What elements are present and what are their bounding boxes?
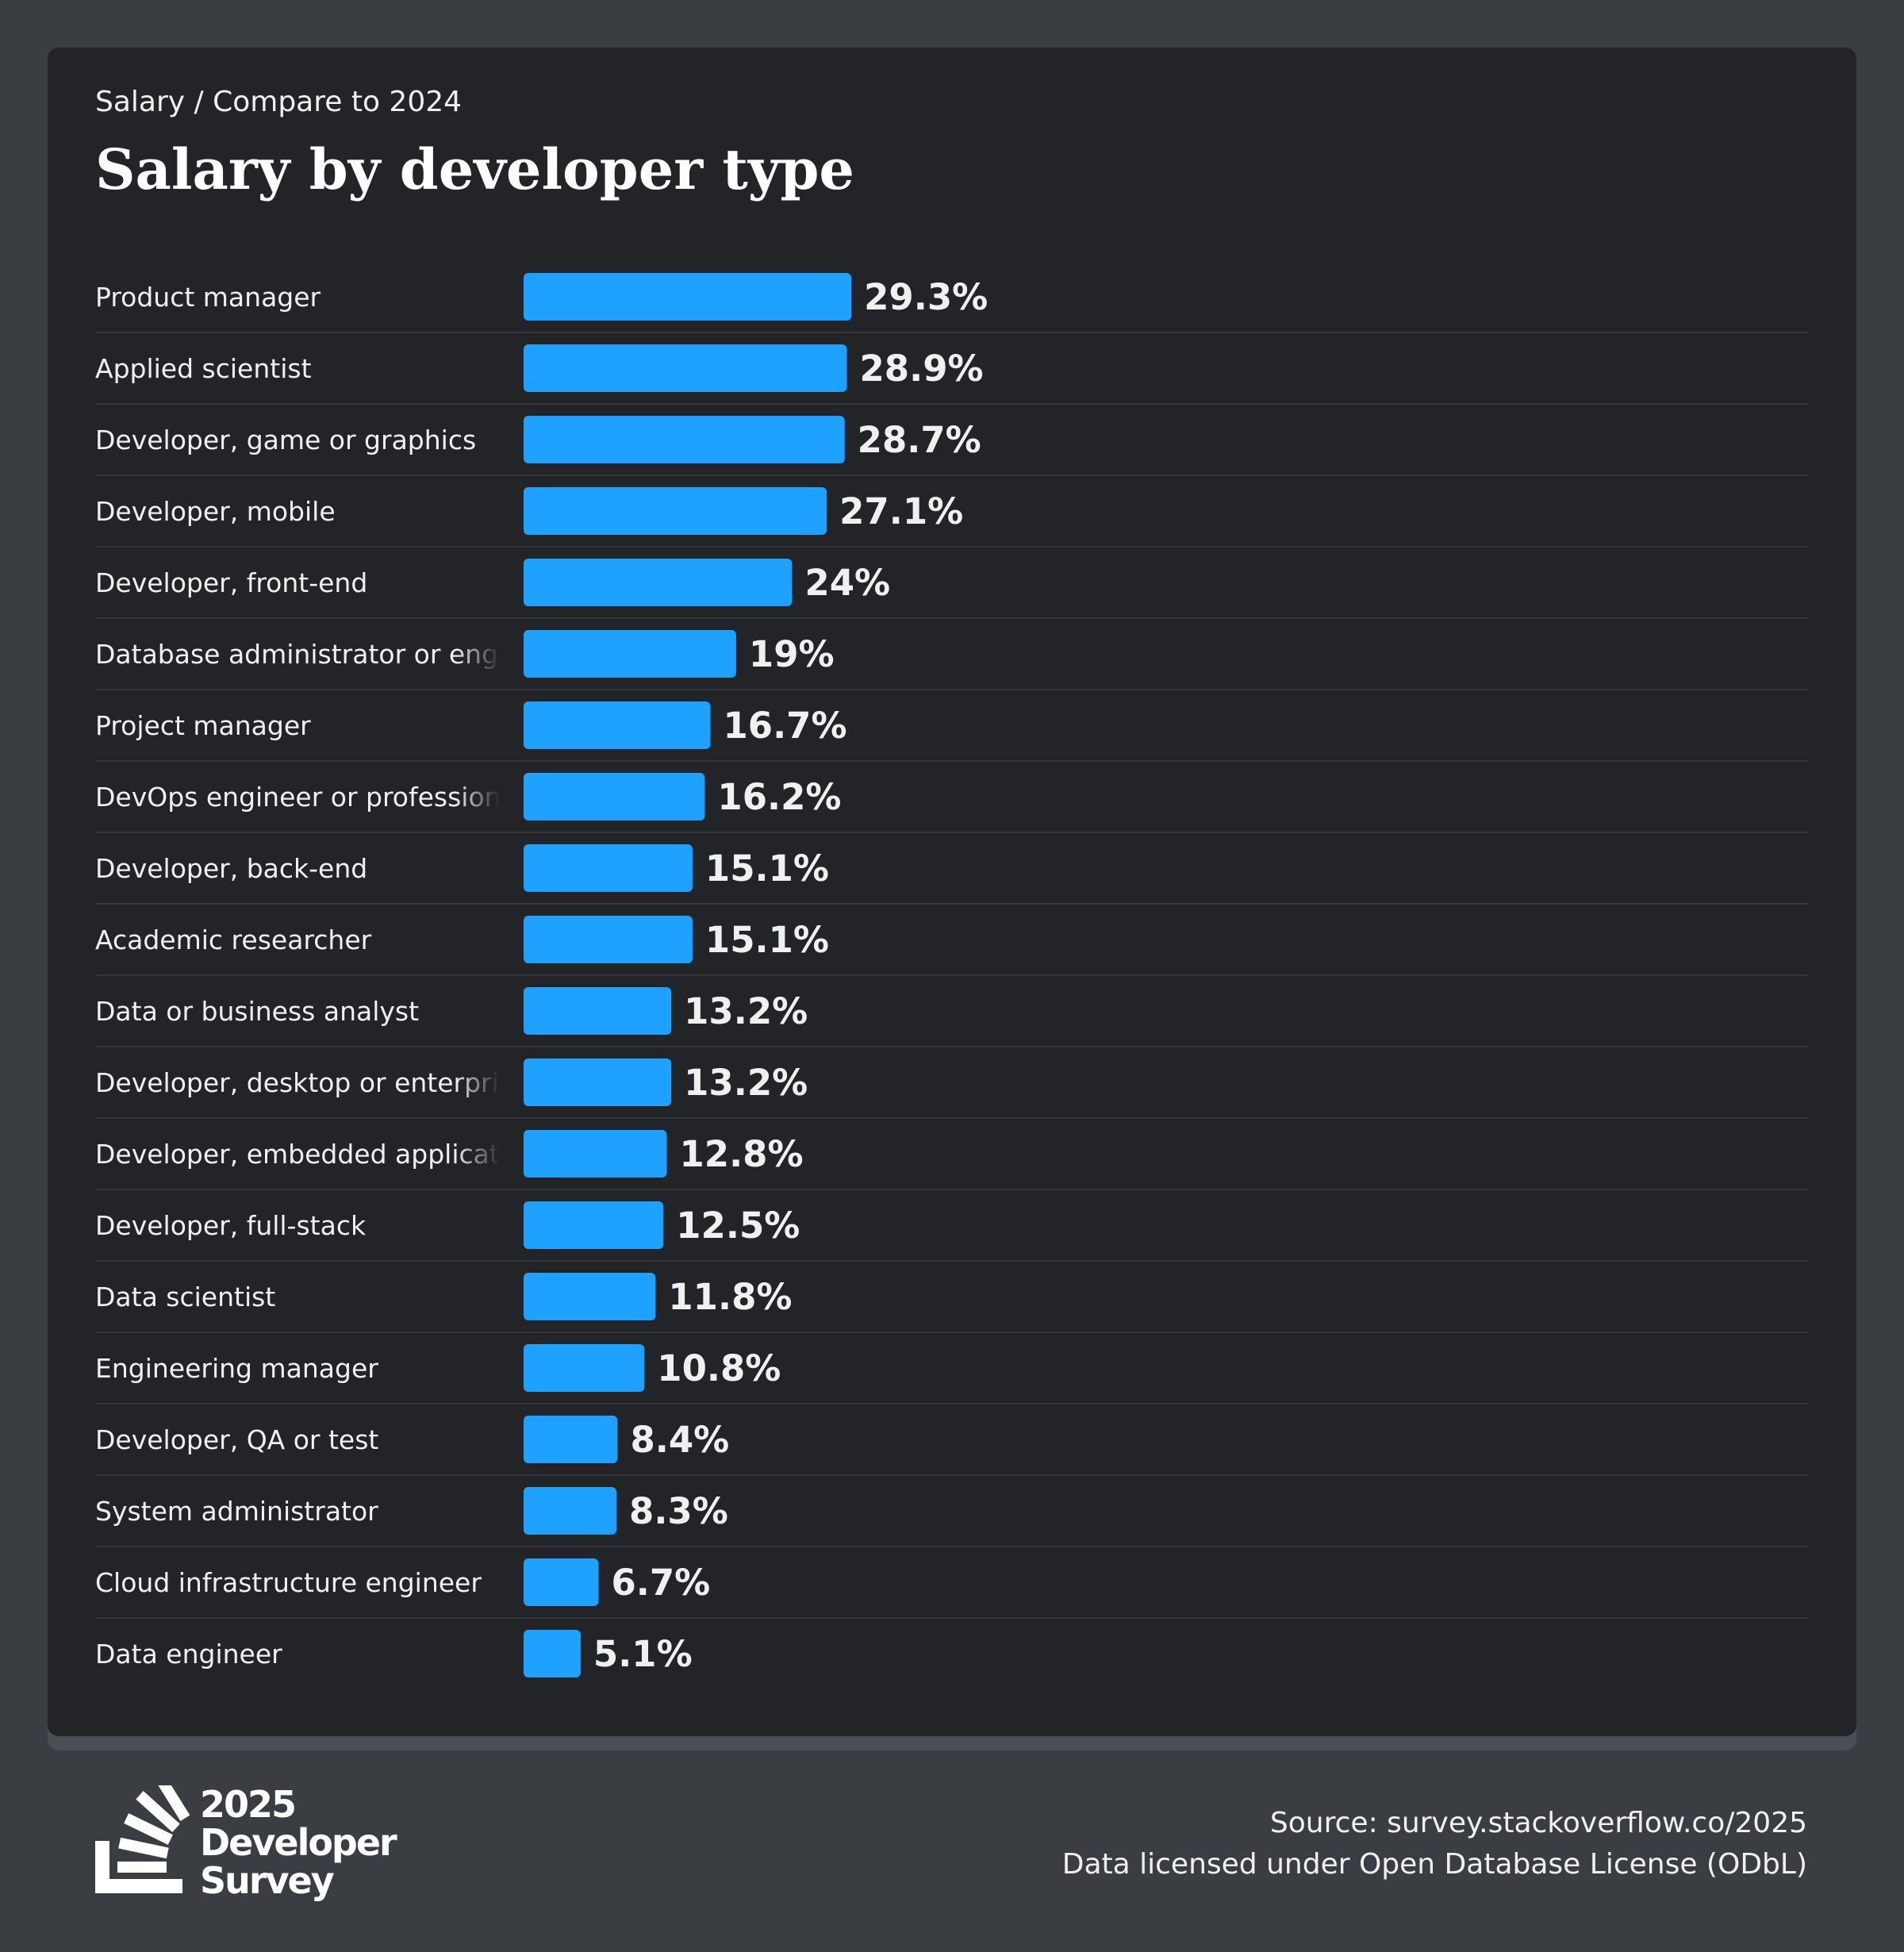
category-label: DevOps engineer or professional	[95, 782, 524, 813]
category-label: Developer, embedded applications or devi…	[95, 1139, 697, 1170]
chart-row[interactable]: DevOps engineer or professional 16.2%	[95, 773, 1809, 833]
chart-row[interactable]: Academic researcher 15.1%	[95, 916, 1809, 976]
category-label: Academic researcher	[95, 924, 372, 955]
chart-row[interactable]: Data or business analyst 13.2%	[95, 987, 1809, 1047]
bar[interactable]	[524, 1558, 599, 1606]
bar[interactable]	[524, 344, 847, 392]
category-label: Developer, back-end	[95, 853, 367, 884]
chart-row[interactable]: Product manager 29.3%	[95, 273, 1809, 333]
chart-row[interactable]: Developer, full-stack 12.5%	[95, 1201, 1809, 1262]
bar[interactable]	[524, 1630, 581, 1677]
category-label: Developer, QA or test	[95, 1424, 378, 1455]
value-label: 6.7%	[611, 1562, 710, 1604]
category-label: Developer, game or graphics	[95, 425, 476, 455]
value-label: 24%	[804, 562, 890, 604]
value-label: 12.5%	[676, 1205, 800, 1247]
value-label: 28.9%	[859, 348, 983, 390]
logo-developer: Developer	[200, 1821, 397, 1864]
value-label: 12.8%	[679, 1133, 803, 1175]
label-fade	[455, 1062, 500, 1103]
label-fade	[455, 1133, 500, 1174]
category-label: Data or business analyst	[95, 996, 419, 1027]
value-label: 11.8%	[668, 1276, 792, 1318]
category-label: Developer, desktop or enterprise applica…	[95, 1067, 695, 1098]
value-label: 16.7%	[723, 705, 846, 747]
value-label: 13.2%	[684, 990, 808, 1032]
value-label: 10.8%	[657, 1347, 781, 1389]
category-label: Developer, mobile	[95, 496, 336, 527]
category-label: Project manager	[95, 710, 311, 741]
value-label: 5.1%	[593, 1633, 693, 1675]
bar[interactable]	[524, 1130, 667, 1178]
chart-row[interactable]: System administrator 8.3%	[95, 1487, 1809, 1547]
bar[interactable]	[524, 630, 736, 678]
bar[interactable]	[524, 1487, 617, 1535]
logo-year: 2025	[200, 1783, 297, 1826]
license-text: Data licensed under Open Database Licens…	[1061, 1848, 1807, 1881]
chart-row[interactable]: Applied scientist 28.9%	[95, 344, 1809, 405]
bar[interactable]	[524, 1416, 618, 1463]
bar[interactable]	[524, 273, 852, 321]
value-label: 15.1%	[705, 847, 829, 890]
chart-row[interactable]: Developer, QA or test 8.4%	[95, 1416, 1809, 1476]
category-label: Engineering manager	[95, 1353, 378, 1384]
value-label: 27.1%	[839, 490, 963, 532]
bar[interactable]	[524, 916, 693, 963]
chart-row[interactable]: Developer, desktop or enterprise applica…	[95, 1059, 1809, 1119]
value-label: 19%	[749, 633, 835, 675]
logo-survey: Survey	[200, 1859, 335, 1902]
page-title: Salary by developer type	[95, 136, 854, 202]
chart-row[interactable]: Developer, back-end 15.1%	[95, 844, 1809, 905]
chart-row[interactable]: Data engineer 5.1%	[95, 1630, 693, 1677]
value-label: 15.1%	[705, 919, 829, 961]
category-label: Cloud infrastructure engineer	[95, 1567, 482, 1598]
bar[interactable]	[524, 987, 672, 1035]
value-label: 8.3%	[629, 1490, 728, 1532]
bar[interactable]	[524, 844, 693, 892]
chart-row[interactable]: Database administrator or engineer 19%	[95, 630, 1809, 690]
chart-row[interactable]: Developer, game or graphics 28.7%	[95, 416, 1809, 476]
value-label: 13.2%	[684, 1062, 808, 1104]
source-link[interactable]: Source: survey.stackoverflow.co/2025	[1269, 1807, 1807, 1839]
bar[interactable]	[524, 773, 705, 820]
bar-chart: Product manager 29.3% Applied scientist 28.…	[95, 273, 1809, 1677]
chart-card: Salary / Compare to 2024 Salary by devel…	[48, 48, 1856, 1736]
bar[interactable]	[524, 487, 827, 535]
category-label: Data scientist	[95, 1281, 275, 1312]
category-label: Developer, front-end	[95, 567, 367, 598]
chart-row[interactable]: Data scientist 11.8%	[95, 1273, 1809, 1333]
bar[interactable]	[524, 1059, 672, 1106]
value-label: 29.3%	[864, 276, 988, 318]
chart-row[interactable]: Project manager 16.7%	[95, 701, 1809, 762]
bar[interactable]	[524, 1201, 664, 1249]
chart-row[interactable]: Cloud infrastructure engineer 6.7%	[95, 1558, 1809, 1619]
breadcrumb[interactable]: Salary / Compare to 2024	[95, 86, 463, 118]
label-fade	[455, 776, 500, 817]
category-label: Product manager	[95, 282, 321, 313]
value-label: 28.7%	[858, 419, 981, 461]
chart-row[interactable]: Engineering manager 10.8%	[95, 1344, 1809, 1404]
chart-row[interactable]: Developer, embedded applications or devi…	[95, 1130, 1809, 1190]
category-label: Developer, full-stack	[95, 1210, 367, 1241]
source-info: Source: survey.stackoverflow.co/2025 Dat…	[1062, 1803, 1807, 1885]
bar[interactable]	[524, 1344, 645, 1392]
chart-row[interactable]: Developer, mobile 27.1%	[95, 487, 1809, 548]
bar[interactable]	[524, 1273, 656, 1320]
label-fade	[455, 633, 500, 674]
category-label: Applied scientist	[95, 353, 312, 384]
category-label: Data engineer	[95, 1639, 282, 1670]
stack-overflow-logo-icon	[95, 1785, 190, 1893]
category-label: Database administrator or engineer	[95, 639, 566, 670]
survey-logo-text: 2025 Developer Survey	[200, 1783, 397, 1902]
category-label: System administrator	[95, 1496, 378, 1527]
bar[interactable]	[524, 416, 845, 463]
bar[interactable]	[524, 559, 793, 606]
chart-row[interactable]: Developer, front-end 24%	[95, 559, 1809, 619]
bar[interactable]	[524, 701, 711, 749]
value-label: 8.4%	[630, 1419, 729, 1461]
value-label: 16.2%	[717, 776, 841, 818]
